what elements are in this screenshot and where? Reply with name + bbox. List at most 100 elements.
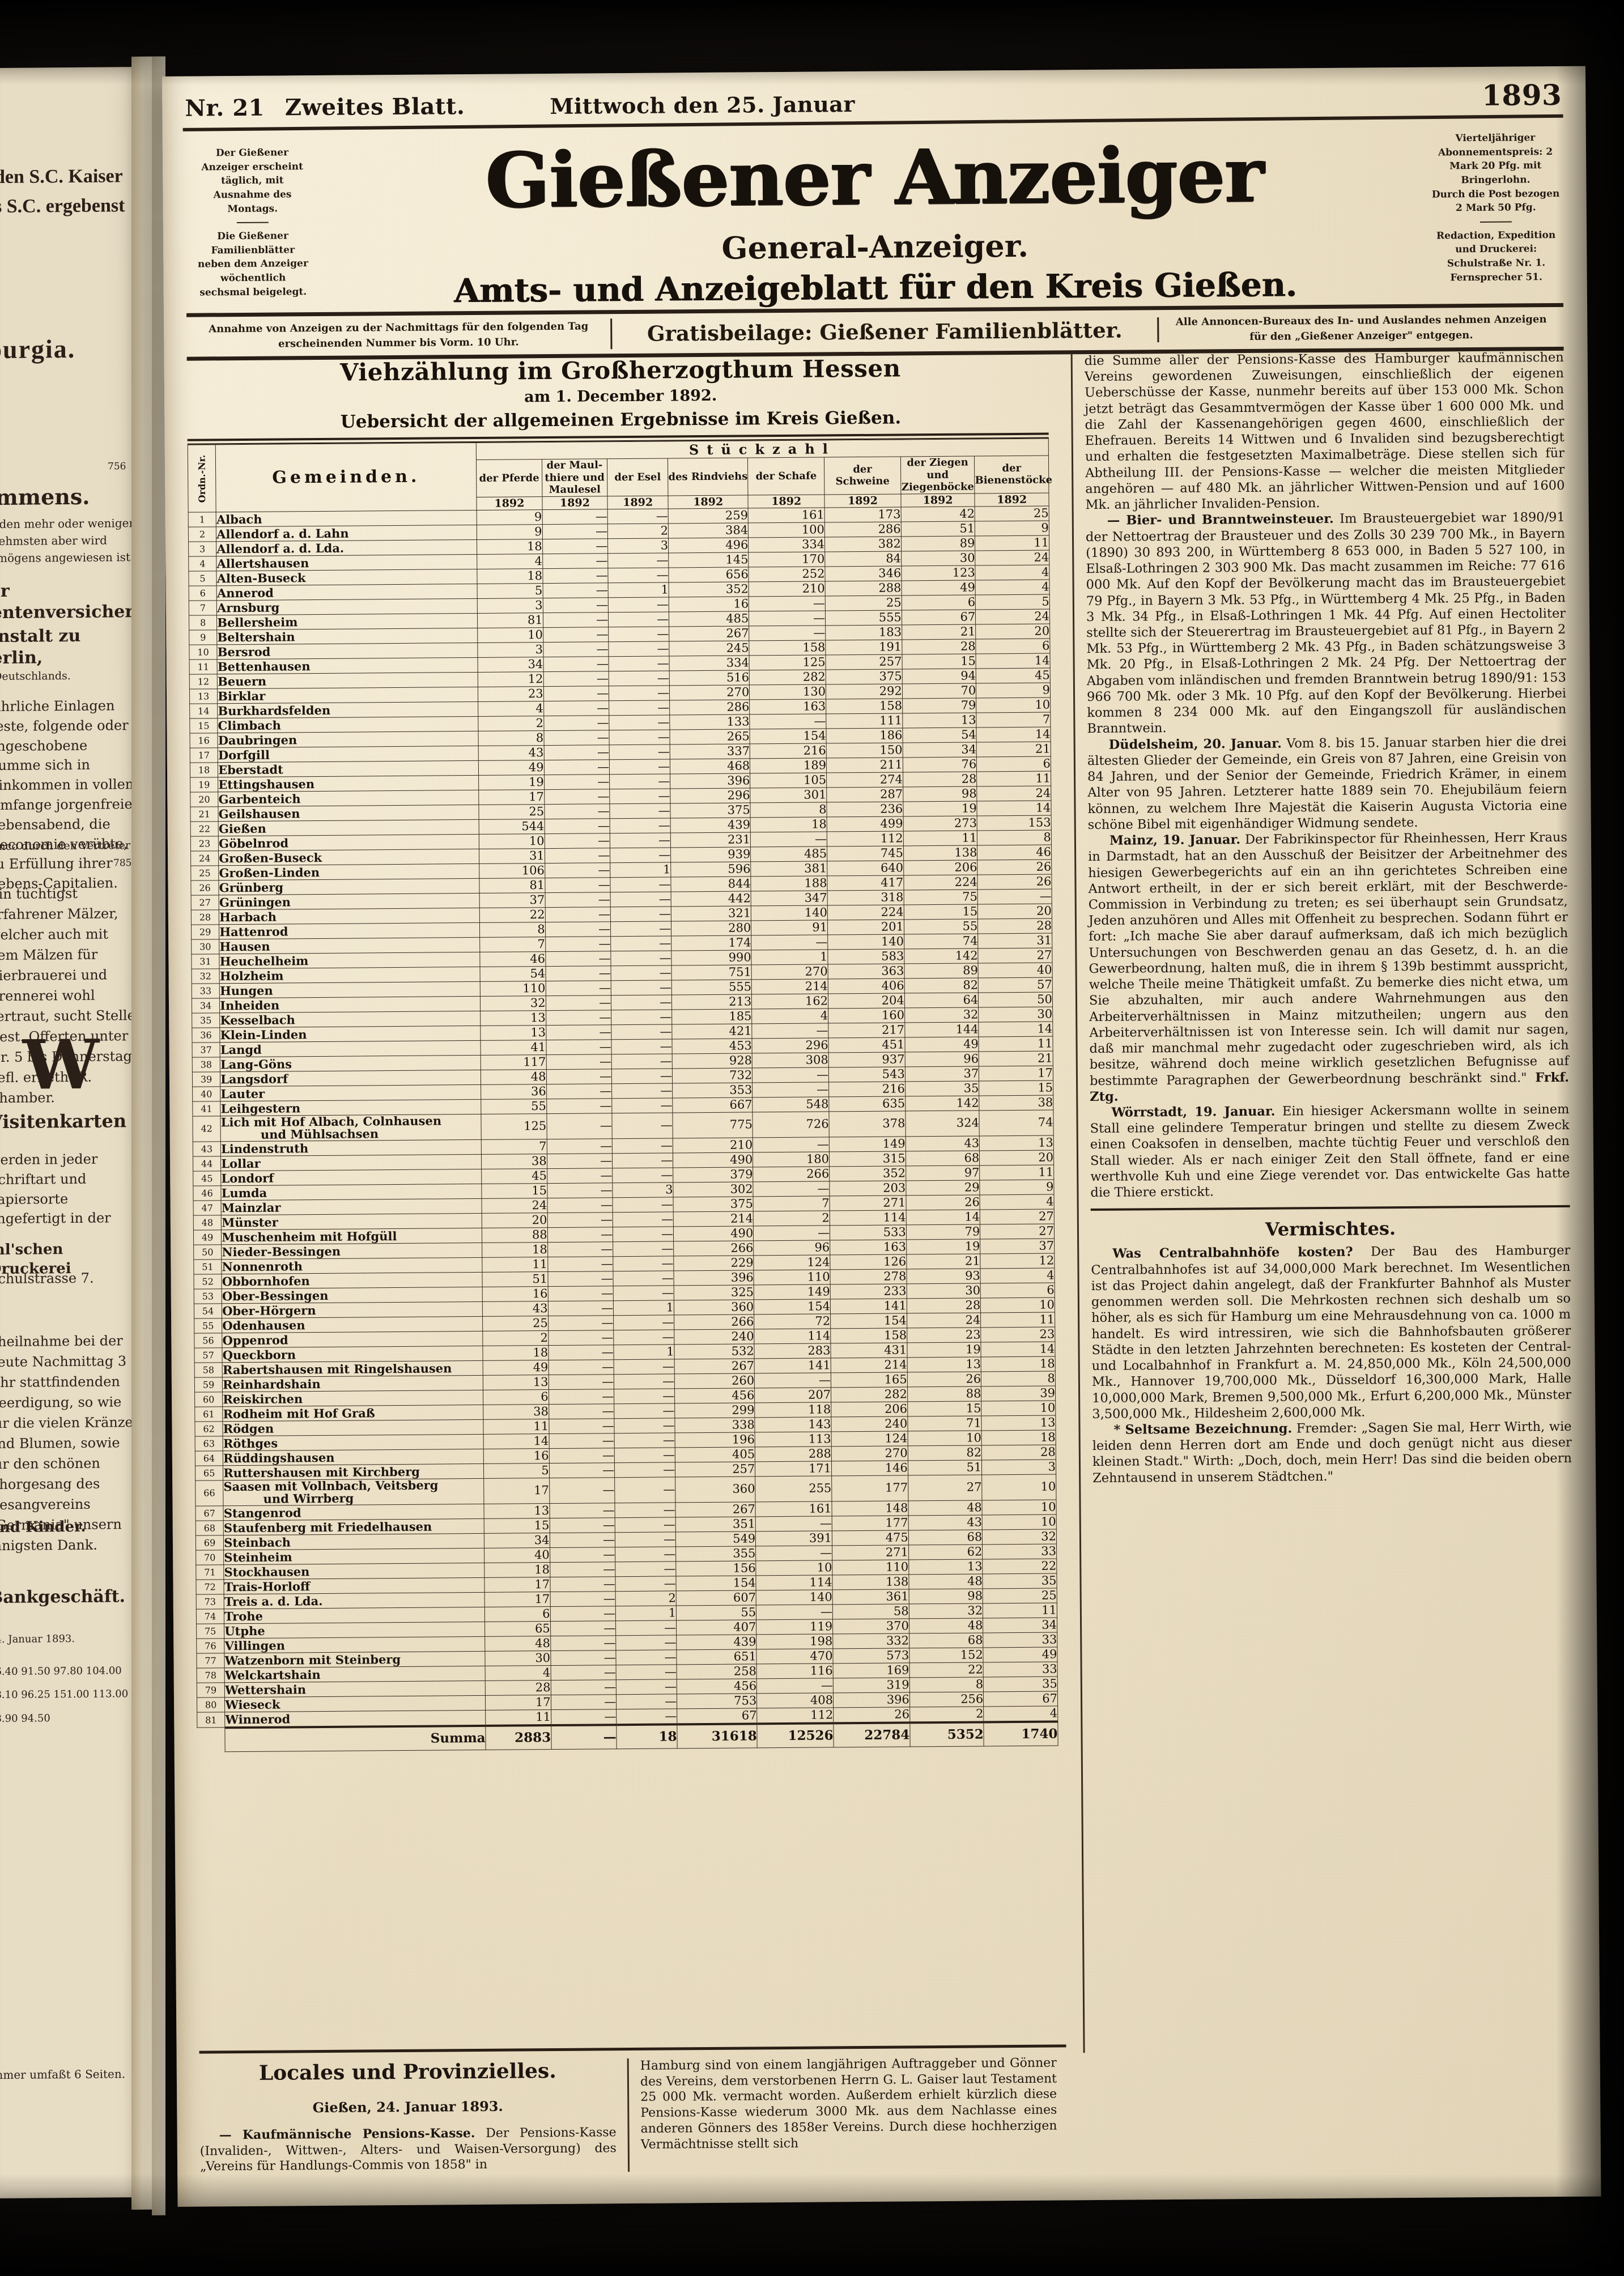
row-gemeinde-name: Lich mit Hof Albach, Colnhausen und Mühls… — [220, 1113, 482, 1142]
cell-maultiere: — — [542, 524, 608, 539]
cell-rindvieh: 405 — [675, 1447, 755, 1462]
cell-schweine: 278 — [830, 1269, 907, 1284]
row-ordnungsnummer: 5 — [188, 571, 217, 586]
cell-pferde: 88 — [482, 1227, 548, 1243]
cell-schweine: 236 — [826, 801, 903, 817]
cell-esel: 2 — [607, 523, 669, 539]
cell-esel: — — [611, 994, 672, 1010]
row-gemeinde-name: Trais-Horloff — [224, 1577, 485, 1594]
left-bleed-adnum-756: 756 — [108, 461, 126, 473]
cell-schweine: 315 — [829, 1151, 906, 1167]
cell-maultiere: — — [545, 951, 611, 967]
cell-esel: — — [609, 759, 670, 775]
cell-bienenstoecke: 14 — [979, 1021, 1053, 1037]
cell-maultiere: — — [548, 1315, 614, 1331]
cell-pferde: 81 — [477, 612, 543, 628]
row-ordnungsnummer: 49 — [193, 1230, 222, 1245]
cell-pferde: 34 — [478, 657, 543, 673]
row-gemeinde-name: Rödgen — [223, 1419, 484, 1436]
cell-maultiere: — — [547, 1182, 613, 1198]
cell-schafe: 288 — [755, 1446, 832, 1462]
cell-ziegen: 51 — [901, 521, 975, 537]
cell-rindvieh: 353 — [672, 1082, 753, 1098]
cell-maultiere: — — [547, 1286, 614, 1301]
cell-schweine: 149 — [829, 1136, 906, 1152]
cell-pferde: 17 — [484, 1577, 550, 1593]
cell-ziegen: 15 — [902, 653, 976, 669]
cell-bienenstoecke: 14 — [981, 1341, 1056, 1357]
cell-esel: — — [609, 714, 670, 730]
row-ordnungsnummer: 30 — [191, 939, 220, 954]
cell-ziegen: 48 — [908, 1500, 983, 1516]
cell-pferde: 4 — [477, 554, 543, 569]
cell-esel: 2 — [615, 1590, 677, 1606]
row-gemeinde-name: Münster — [221, 1213, 482, 1230]
row-gemeinde-name: Langsdorf — [220, 1070, 481, 1087]
cell-schweine: 533 — [830, 1224, 907, 1240]
cell-schweine: 937 — [828, 1052, 905, 1067]
cell-ziegen: 82 — [904, 977, 979, 993]
cell-schweine: 224 — [827, 904, 904, 920]
cell-ziegen: 19 — [903, 801, 977, 816]
row-gemeinde-name: Bellersheim — [216, 613, 478, 630]
cell-pferde: 5 — [483, 1463, 550, 1479]
cell-esel: — — [614, 1432, 675, 1448]
cell-bienenstoecke: 4 — [975, 579, 1050, 595]
cell-ziegen: 82 — [908, 1445, 982, 1461]
cell-schweine: 124 — [831, 1431, 908, 1447]
cell-bienenstoecke: 11 — [979, 1164, 1054, 1180]
row-ordnungsnummer: 24 — [190, 850, 219, 866]
cell-bienenstoecke: 11 — [983, 1602, 1057, 1618]
cell-bienenstoecke: 14 — [976, 726, 1051, 742]
row-gemeinde-name: Allendorf a. d. Lahn — [216, 525, 477, 542]
row-gemeinde-name: Großen-Linden — [218, 863, 480, 880]
cell-pferde: 25 — [482, 1316, 549, 1331]
cell-schweine: 183 — [825, 624, 902, 640]
cell-bienenstoecke: 35 — [983, 1573, 1057, 1589]
cell-esel: — — [616, 1708, 677, 1725]
cell-ziegen: 19 — [907, 1342, 981, 1358]
row-gemeinde-name: Heuchelheim — [219, 952, 481, 969]
cell-ziegen: 28 — [903, 771, 977, 787]
cell-esel: 1 — [608, 582, 669, 598]
row-gemeinde-name: Allendorf a. d. Lda. — [216, 539, 477, 556]
cell-schafe: — — [750, 831, 827, 847]
row-ordnungsnummer: 70 — [195, 1550, 224, 1565]
row-gemeinde-name: Utphe — [224, 1622, 485, 1639]
cell-schweine: 332 — [832, 1633, 909, 1649]
cell-pferde: 16 — [482, 1286, 549, 1302]
row-gemeinde-name: Reiskirchen — [222, 1390, 483, 1407]
cell-rindvieh: 337 — [670, 743, 750, 759]
cell-rindvieh: 555 — [671, 979, 752, 995]
cell-schafe: 180 — [753, 1151, 830, 1167]
cell-rindvieh: 379 — [673, 1167, 754, 1182]
para-duedelsheim: Düdelsheim, 20. Januar. Vom 8. bis 15. J… — [1087, 733, 1567, 833]
row-gemeinde-name: Mainzlar — [221, 1198, 482, 1215]
row-ordnungsnummer: 66 — [195, 1480, 224, 1507]
row-gemeinde-name: Daubringen — [218, 731, 479, 748]
cell-maultiere: — — [543, 700, 609, 716]
cell-bienenstoecke: 8 — [981, 1371, 1056, 1386]
cell-maultiere: — — [549, 1433, 615, 1449]
cell-maultiere: — — [545, 965, 611, 981]
cell-bienenstoecke: 18 — [981, 1430, 1056, 1445]
cell-rindvieh: 360 — [674, 1299, 754, 1315]
cell-schweine: 292 — [826, 683, 903, 699]
cell-esel: — — [607, 508, 669, 524]
cell-rindvieh: 267 — [669, 626, 750, 641]
cell-esel: — — [609, 641, 670, 657]
row-ordnungsnummer: 15 — [189, 718, 218, 733]
cell-ziegen: 13 — [907, 1356, 981, 1372]
cell-esel: — — [615, 1620, 677, 1636]
cell-schafe: 7 — [753, 1196, 830, 1211]
cell-ziegen: 43 — [908, 1515, 983, 1530]
cell-ziegen: 273 — [903, 815, 977, 831]
summa-schafe: 12526 — [757, 1723, 834, 1748]
cell-schweine: 114 — [830, 1210, 907, 1226]
cell-esel: — — [608, 611, 669, 627]
cell-maultiere: — — [542, 509, 608, 525]
row-gemeinde-name: Welckartshain — [224, 1666, 486, 1683]
cell-schafe: — — [749, 625, 826, 641]
cell-esel: — — [613, 1285, 674, 1301]
cell-ziegen: 21 — [906, 1253, 981, 1269]
